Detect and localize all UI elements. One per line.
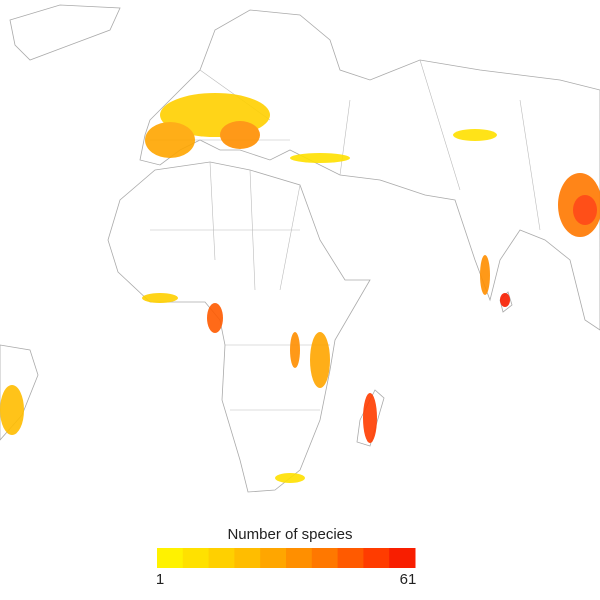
range-madagascar [363,393,377,443]
range-turkey [290,153,350,163]
range-italy [220,121,260,149]
greenland [9,4,121,61]
legend-swatch [208,548,235,568]
legend-colorbar [157,548,416,568]
species-richness [0,93,600,483]
range-central-asia [453,129,497,141]
legend-swatch [363,548,390,568]
range-sri-lanka [500,293,510,307]
legend-min: 1 [156,571,164,588]
land-outlines [0,4,600,493]
range-ghats [480,255,490,295]
legend-swatch [389,548,416,568]
range-west-africa [142,293,178,303]
eurasia [139,9,600,331]
range-china-core [573,195,597,225]
legend-title: Number of species [227,526,352,543]
legend-swatch [234,548,261,568]
legend-swatch [260,548,287,568]
range-rift [290,332,300,368]
legend-swatch [337,548,364,568]
legend-swatch [157,548,184,568]
range-cameroon [207,303,223,333]
range-south-africa [275,473,305,483]
legend-max: 61 [400,571,417,588]
range-iberia [145,122,195,158]
africa [107,161,371,493]
legend-swatch [182,548,210,568]
range-brazil [0,385,24,435]
range-east-africa [310,332,330,388]
legend-swatch [311,548,339,568]
legend-swatch [286,548,313,568]
